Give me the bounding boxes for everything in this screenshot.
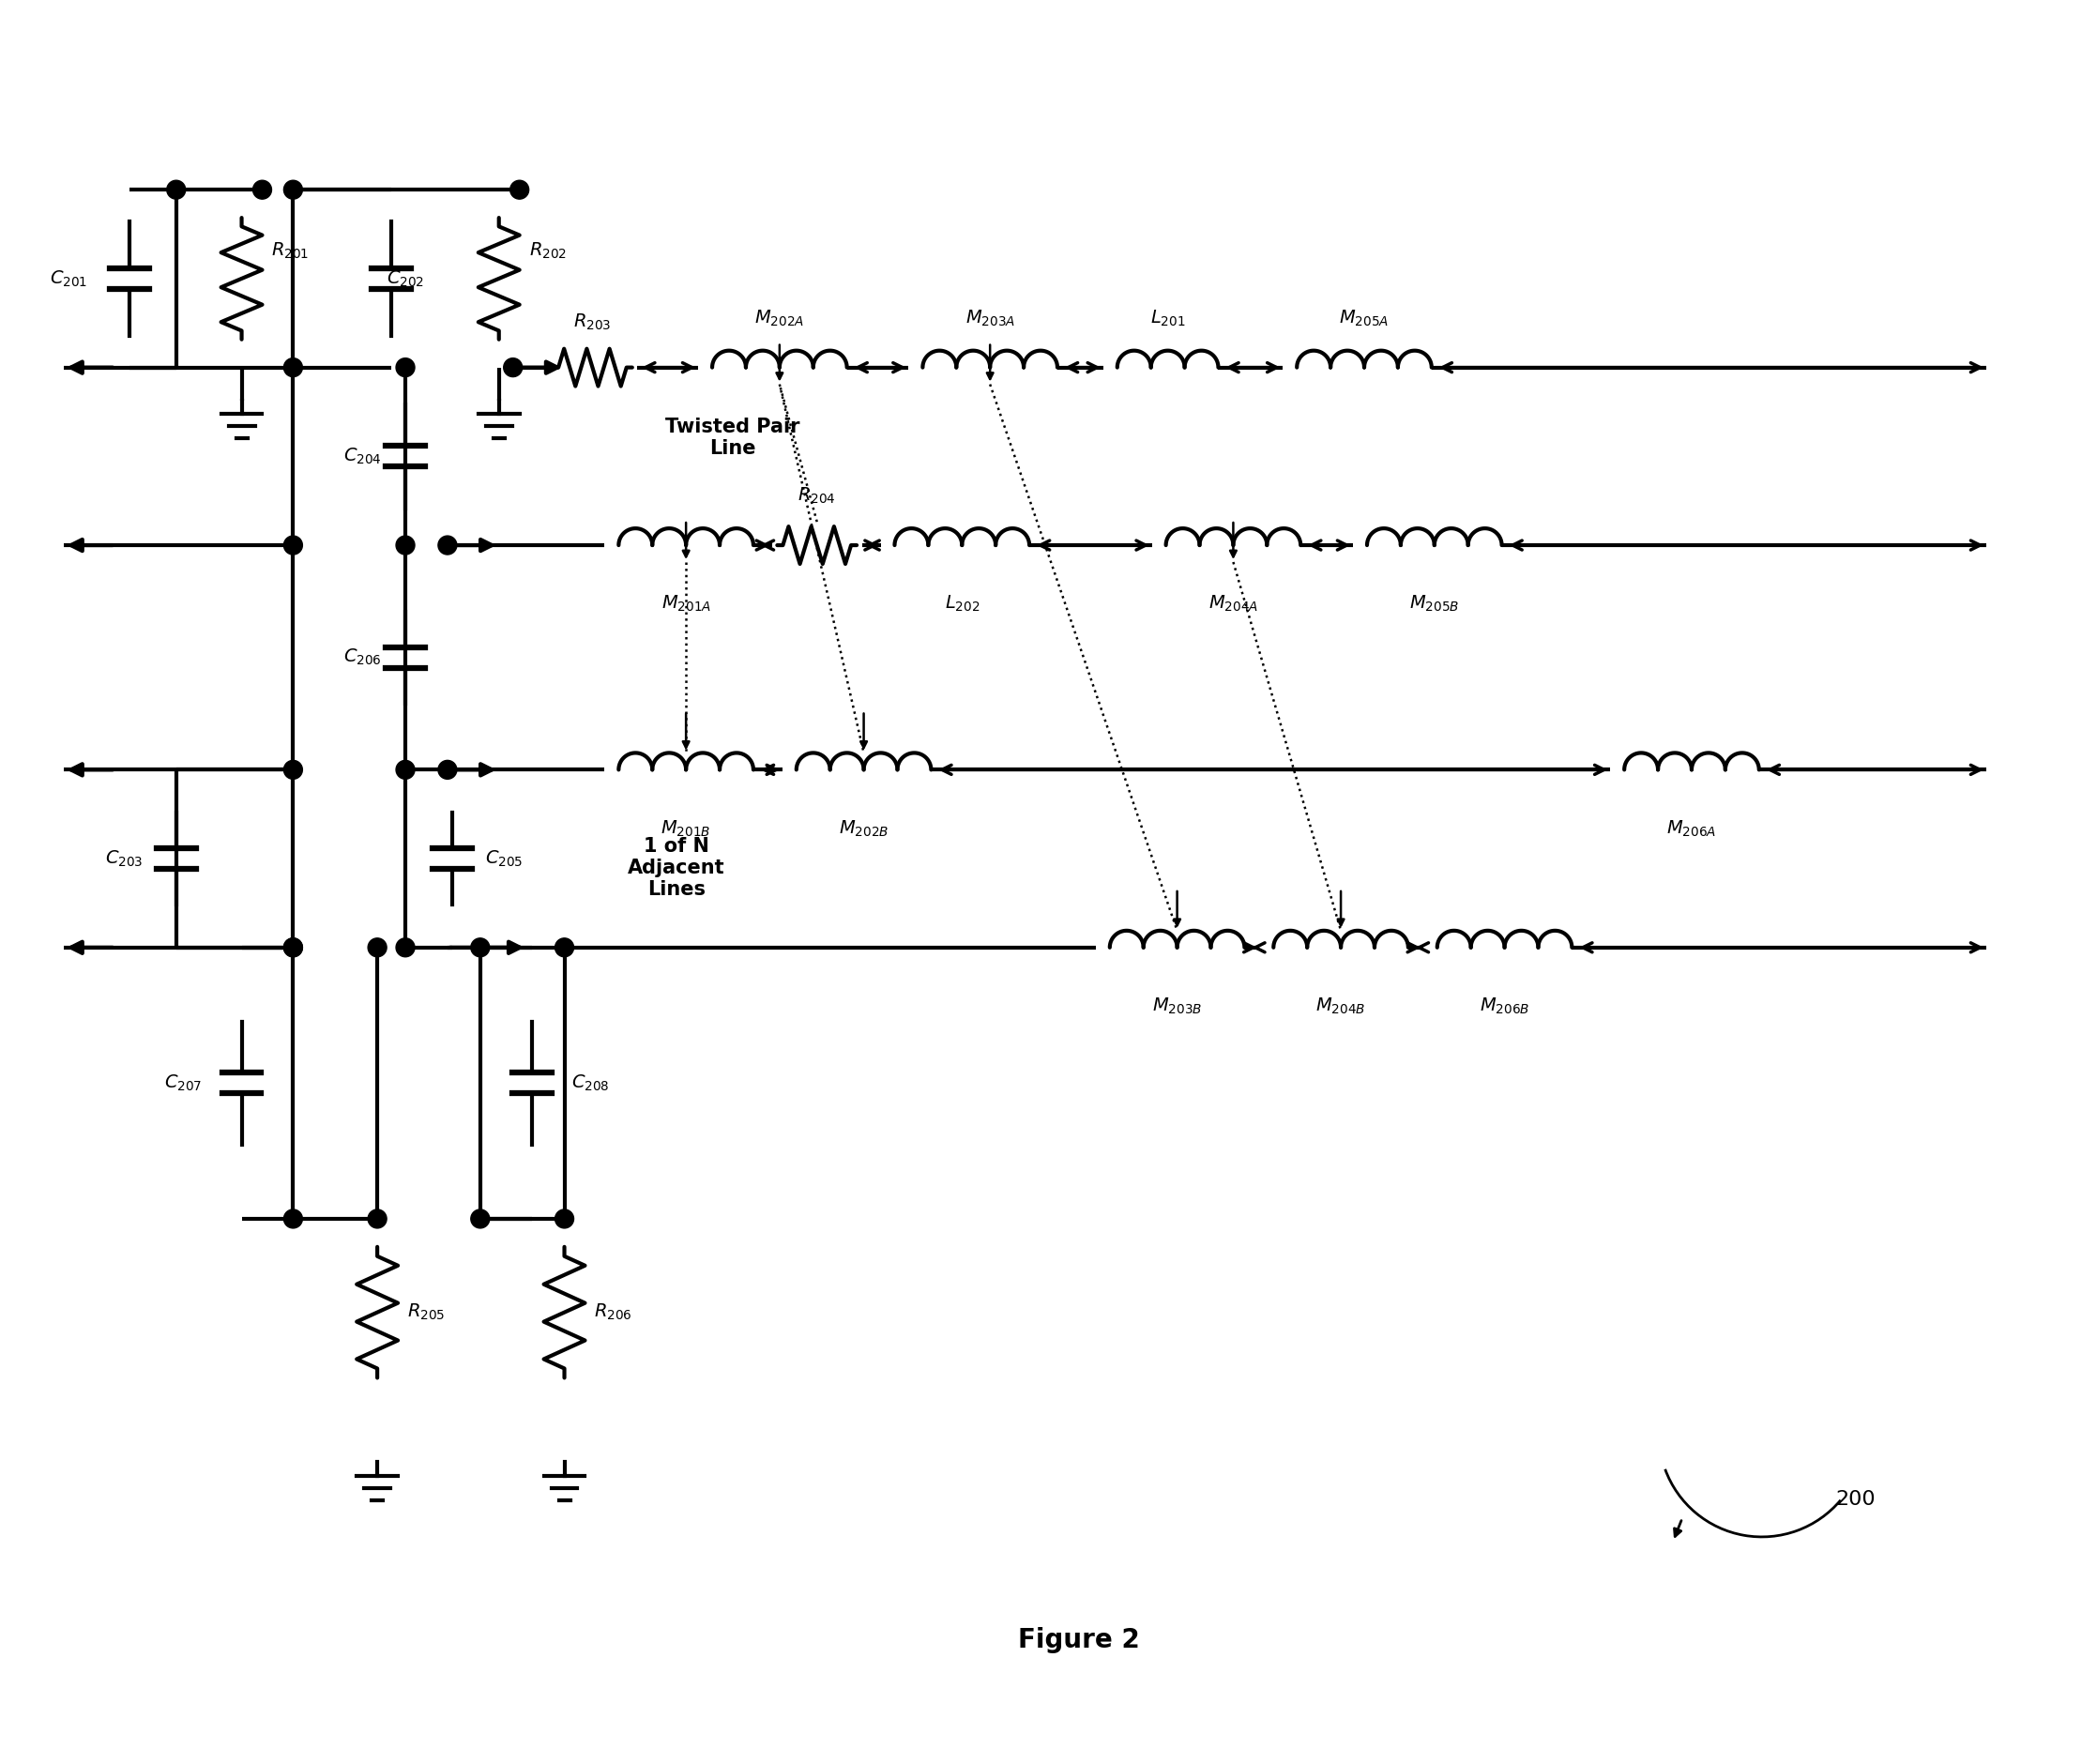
Circle shape [283,180,302,199]
Circle shape [472,1210,489,1228]
Circle shape [503,358,522,377]
Circle shape [472,938,489,956]
Circle shape [283,536,302,554]
Text: $C_{202}$: $C_{202}$ [386,268,424,289]
Text: $M_{204A}$: $M_{204A}$ [1208,594,1258,614]
Circle shape [396,938,415,956]
Text: 1 of N
Adjacent
Lines: 1 of N Adjacent Lines [627,836,726,900]
Circle shape [396,358,415,377]
Circle shape [396,760,415,780]
Circle shape [367,938,386,956]
Text: 200: 200 [1835,1491,1875,1508]
Circle shape [438,760,457,780]
Text: $C_{208}$: $C_{208}$ [570,1073,608,1094]
Circle shape [367,1210,386,1228]
Text: $C_{206}$: $C_{206}$ [344,647,382,667]
Text: $M_{206A}$: $M_{206A}$ [1667,818,1717,838]
Text: $C_{205}$: $C_{205}$ [484,848,522,868]
Text: $L_{202}$: $L_{202}$ [944,594,979,614]
Text: $R_{203}$: $R_{203}$ [572,312,612,332]
Text: $R_{204}$: $R_{204}$ [797,485,837,506]
Text: $R_{206}$: $R_{206}$ [593,1302,633,1323]
Text: $C_{203}$: $C_{203}$ [105,848,143,868]
Circle shape [283,938,302,956]
Text: $M_{205B}$: $M_{205B}$ [1409,594,1460,614]
Text: $M_{205A}$: $M_{205A}$ [1340,309,1388,328]
Circle shape [283,1210,302,1228]
Circle shape [168,180,185,199]
Text: Twisted Pair
Line: Twisted Pair Line [665,418,801,459]
Circle shape [396,536,415,554]
Text: $M_{203B}$: $M_{203B}$ [1151,997,1202,1016]
Text: $C_{201}$: $C_{201}$ [50,268,88,289]
Circle shape [254,180,273,199]
Circle shape [556,1210,575,1228]
Text: $M_{206B}$: $M_{206B}$ [1480,997,1529,1016]
Text: Figure 2: Figure 2 [1017,1626,1141,1653]
Text: $C_{204}$: $C_{204}$ [344,446,382,466]
Text: $C_{207}$: $C_{207}$ [164,1073,201,1094]
Text: $M_{204B}$: $M_{204B}$ [1315,997,1365,1016]
Text: $R_{202}$: $R_{202}$ [528,240,566,261]
Circle shape [556,938,575,956]
Circle shape [283,760,302,780]
Text: $M_{202B}$: $M_{202B}$ [839,818,889,838]
Circle shape [438,536,457,554]
Text: $M_{201B}$: $M_{201B}$ [661,818,711,838]
Text: $R_{205}$: $R_{205}$ [407,1302,445,1323]
Circle shape [283,938,302,956]
Circle shape [510,180,528,199]
Text: $L_{201}$: $L_{201}$ [1149,309,1185,328]
Circle shape [283,358,302,377]
Text: $M_{201A}$: $M_{201A}$ [661,594,711,614]
Text: $M_{202A}$: $M_{202A}$ [755,309,805,328]
Text: $R_{201}$: $R_{201}$ [273,240,310,261]
Text: $M_{203A}$: $M_{203A}$ [965,309,1015,328]
